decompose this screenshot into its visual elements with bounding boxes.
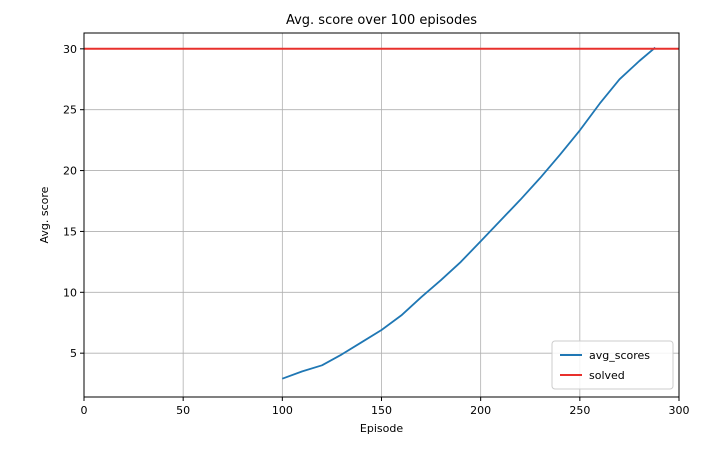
y-tick-label: 30 bbox=[63, 43, 77, 56]
y-axis-label: Avg. score bbox=[38, 186, 51, 243]
legend-label: avg_scores bbox=[589, 349, 650, 362]
x-tick-label: 150 bbox=[371, 404, 392, 417]
x-axis: 0 50 100 150 200 250 300 bbox=[81, 397, 690, 417]
y-tick-label: 10 bbox=[63, 286, 77, 299]
legend-label: solved bbox=[589, 369, 625, 382]
y-tick-label: 25 bbox=[63, 104, 77, 117]
x-tick-label: 100 bbox=[272, 404, 293, 417]
series-line-avg-scores bbox=[281, 46, 656, 380]
x-tick-label: 250 bbox=[569, 404, 590, 417]
x-tick-label: 0 bbox=[81, 404, 88, 417]
y-tick-label: 15 bbox=[63, 225, 77, 238]
y-tick-label: 5 bbox=[70, 347, 77, 360]
y-axis: 5 10 15 20 25 30 bbox=[63, 43, 84, 360]
legend-box bbox=[551, 340, 674, 390]
y-tick-label: 20 bbox=[63, 165, 77, 178]
x-tick-label: 200 bbox=[470, 404, 491, 417]
x-tick-label: 50 bbox=[176, 404, 190, 417]
x-tick-label: 300 bbox=[669, 404, 690, 417]
chart-title: Avg. score over 100 episodes bbox=[286, 13, 477, 28]
series-lines bbox=[84, 46, 679, 380]
x-axis-label: Episode bbox=[360, 422, 403, 435]
